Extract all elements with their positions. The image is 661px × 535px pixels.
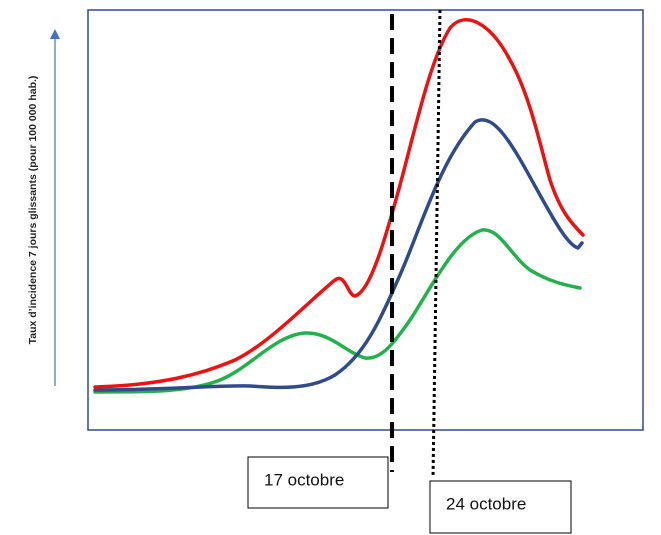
marker-24-octobre xyxy=(431,9,442,479)
plot-frame xyxy=(87,9,644,431)
annotation-box xyxy=(429,480,572,534)
blue-curve xyxy=(93,118,584,392)
annotation-box xyxy=(247,456,389,509)
red-curve xyxy=(93,18,585,389)
annotation-label: 24 octobre xyxy=(446,494,526,513)
y-axis-label: Taux d’incidence 7 jours glissants (pour… xyxy=(27,76,39,345)
annotation-label: 17 octobre xyxy=(264,470,344,489)
green-curve xyxy=(93,228,582,394)
